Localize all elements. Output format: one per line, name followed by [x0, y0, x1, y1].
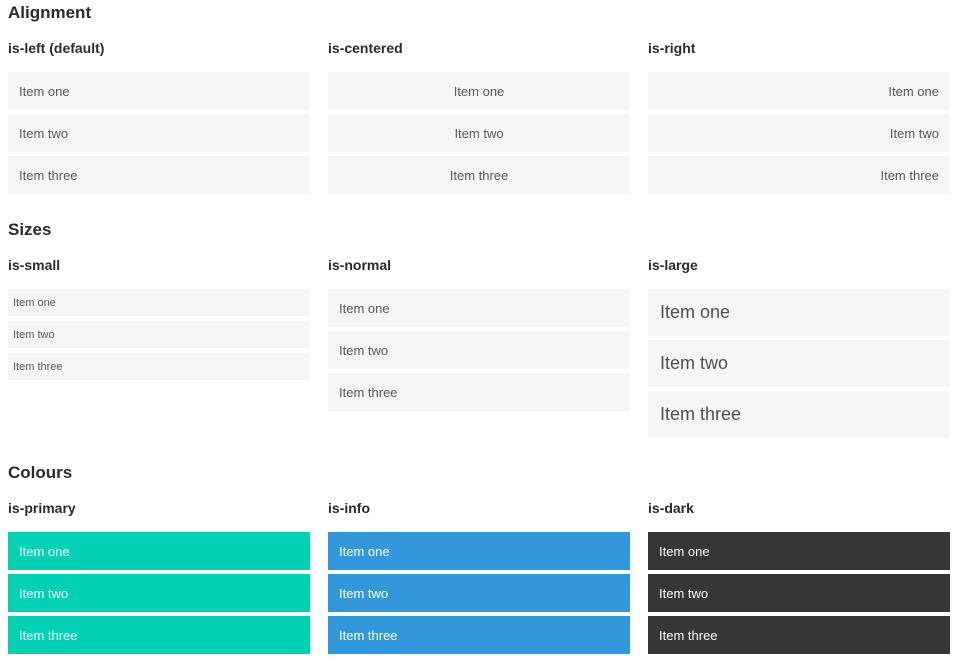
columns-row: is-primary Item one Item two Item three is-i…: [8, 499, 950, 658]
column-heading: is-small: [8, 256, 61, 273]
list-item: Item one: [328, 289, 630, 328]
item-list: Item one Item two Item three: [8, 532, 310, 655]
columns-row: is-small Item one Item two Item three is-nor…: [8, 256, 950, 442]
list-item: Item two: [328, 331, 630, 370]
item-list: Item one Item two Item three: [648, 289, 950, 439]
column-left: is-left (default) Item one Item two Item th…: [8, 39, 310, 198]
list-item: Item one: [328, 532, 630, 571]
column-heading: is-right: [648, 39, 696, 56]
column-heading: is-primary: [8, 499, 76, 516]
section-title: Alignment: [8, 3, 92, 22]
column-heading: is-centered: [328, 39, 403, 56]
list-item: Item three: [8, 616, 310, 655]
list-item: Item one: [648, 289, 950, 337]
item-list: Item one Item two Item three: [8, 72, 310, 195]
list-item: Item three: [648, 391, 950, 439]
section-alignment: Alignment is-left (default) Item one Item t…: [8, 3, 950, 198]
list-item: Item three: [648, 156, 950, 195]
list-item: Item two: [328, 114, 630, 153]
list-item: Item one: [648, 532, 950, 571]
column-right: is-right Item one Item two Item three: [648, 39, 950, 198]
list-item: Item two: [648, 574, 950, 613]
column-heading: is-info: [328, 499, 370, 516]
list-item: Item three: [8, 353, 310, 381]
column-heading: is-large: [648, 256, 698, 273]
section-colours: Colours is-primary Item one Item two Item th…: [8, 463, 950, 658]
column-heading: is-left (default): [8, 39, 105, 56]
column-centered: is-centered Item one Item two Item three: [328, 39, 630, 198]
item-list: Item one Item two Item three: [328, 72, 630, 195]
list-item: Item one: [8, 72, 310, 111]
section-title: Colours: [8, 463, 73, 483]
column-primary: is-primary Item one Item two Item three: [8, 499, 310, 658]
column-heading: is-dark: [648, 499, 694, 516]
list-item: Item three: [328, 156, 630, 195]
item-list: Item one Item two Item three: [8, 289, 310, 381]
column-heading: is-normal: [328, 256, 392, 273]
list-item: Item two: [8, 114, 310, 153]
sections-container: Alignment is-left (default) Item one Item t…: [8, 3, 950, 658]
list-item: Item one: [648, 72, 950, 111]
list-item: Item one: [8, 289, 310, 317]
item-list: Item one Item two Item three: [328, 289, 630, 412]
column-normal: is-normal Item one Item two Item three: [328, 256, 630, 442]
list-item: Item two: [8, 321, 310, 349]
item-list: Item one Item two Item three: [328, 532, 630, 655]
list-item: Item two: [8, 574, 310, 613]
section-title: Sizes: [8, 220, 52, 240]
list-item: Item three: [328, 616, 630, 655]
list-item: Item one: [8, 532, 310, 571]
list-item: Item two: [648, 114, 950, 153]
item-list: Item one Item two Item three: [648, 532, 950, 655]
list-item: Item two: [648, 340, 950, 388]
list-item: Item three: [648, 616, 950, 655]
section-sizes: Sizes is-small Item one Item two Item three i…: [8, 220, 950, 442]
list-item: Item one: [328, 72, 630, 111]
column-info: is-info Item one Item two Item three: [328, 499, 630, 658]
column-dark: is-dark Item one Item two Item three: [648, 499, 950, 658]
column-large: is-large Item one Item two Item three: [648, 256, 950, 442]
list-item: Item three: [8, 156, 310, 195]
list-item: Item three: [328, 373, 630, 412]
list-item: Item two: [328, 574, 630, 613]
item-list: Item one Item two Item three: [648, 72, 950, 195]
columns-row: is-left (default) Item one Item two Item th…: [8, 39, 950, 198]
column-small: is-small Item one Item two Item three: [8, 256, 310, 442]
